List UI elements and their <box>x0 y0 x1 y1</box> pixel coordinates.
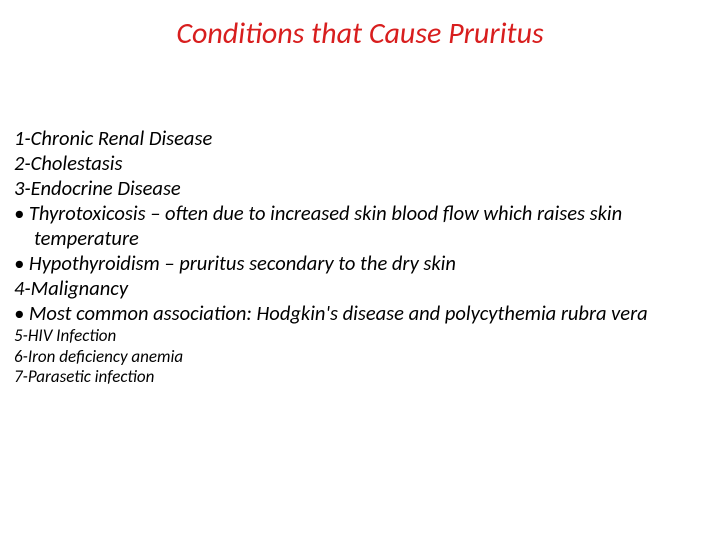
slide: Conditions that Cause Pruritus 1-Chronic… <box>0 0 720 540</box>
body-line: 1-Chronic Renal Disease <box>14 126 706 151</box>
slide-title: Conditions that Cause Pruritus <box>0 15 720 52</box>
body-line: 6-Iron deficiency anemia <box>14 347 706 368</box>
body-line: temperature <box>14 226 706 251</box>
body-line: • Most common association: Hodgkin's dis… <box>14 301 706 326</box>
slide-body: 1-Chronic Renal Disease2-Cholestasis3-En… <box>14 126 706 388</box>
body-line: 3-Endocrine Disease <box>14 176 706 201</box>
body-line: 5-HIV Infection <box>14 326 706 347</box>
body-line: • Thyrotoxicosis – often due to increase… <box>14 201 706 226</box>
body-line: 2-Cholestasis <box>14 151 706 176</box>
body-line: • Hypothyroidism – pruritus secondary to… <box>14 251 706 276</box>
body-line: 4-Malignancy <box>14 276 706 301</box>
body-line: 7-Parasetic infection <box>14 367 706 388</box>
